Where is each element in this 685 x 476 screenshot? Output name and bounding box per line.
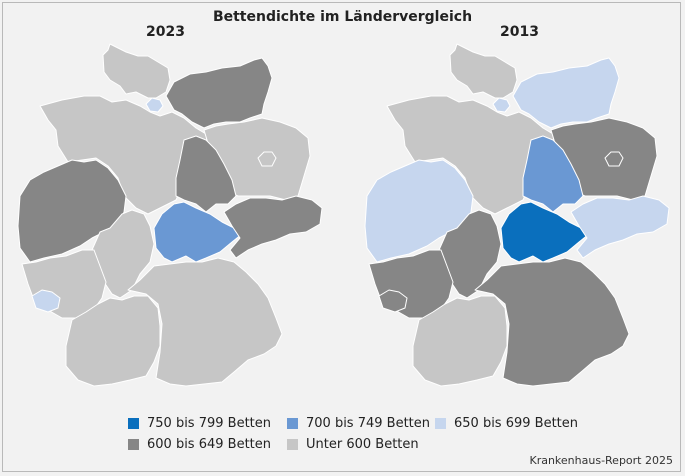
state-mecklenburg-vorpommern-2023 xyxy=(165,57,273,129)
figure-title: Bettendichte im Ländervergleich xyxy=(212,9,473,25)
state-schleswig-holstein-2023 xyxy=(102,43,171,99)
state-hamburg-2023 xyxy=(145,97,164,113)
state-nordrhein-westfalen-2013 xyxy=(364,159,474,263)
state-thueringen-2023 xyxy=(153,201,243,263)
state-thueringen-2013 xyxy=(500,201,590,263)
state-sachsen-2013 xyxy=(570,195,670,259)
state-bayern-2013 xyxy=(474,257,630,387)
map-label-2023: 2023 xyxy=(146,24,185,40)
state-berlin-2013 xyxy=(604,151,624,167)
state-sachsen-2023 xyxy=(223,195,323,259)
state-bayern-2023 xyxy=(127,257,283,387)
state-sachsen-anhalt-2013 xyxy=(522,135,584,213)
state-mecklenburg-vorpommern-2013 xyxy=(512,57,620,129)
source-note: Krankenhaus-Report 2025 xyxy=(529,454,673,467)
map-label-2013: 2013 xyxy=(500,24,539,40)
state-nordrhein-westfalen-2023 xyxy=(17,159,127,263)
state-berlin-2023 xyxy=(257,151,277,167)
state-hamburg-2013 xyxy=(492,97,511,113)
map-2013 xyxy=(364,43,670,387)
state-saarland-2023 xyxy=(31,289,61,313)
map-2023 xyxy=(17,43,323,387)
state-saarland-2013 xyxy=(378,289,408,313)
state-schleswig-holstein-2013 xyxy=(449,43,518,99)
state-sachsen-anhalt-2023 xyxy=(175,135,237,213)
